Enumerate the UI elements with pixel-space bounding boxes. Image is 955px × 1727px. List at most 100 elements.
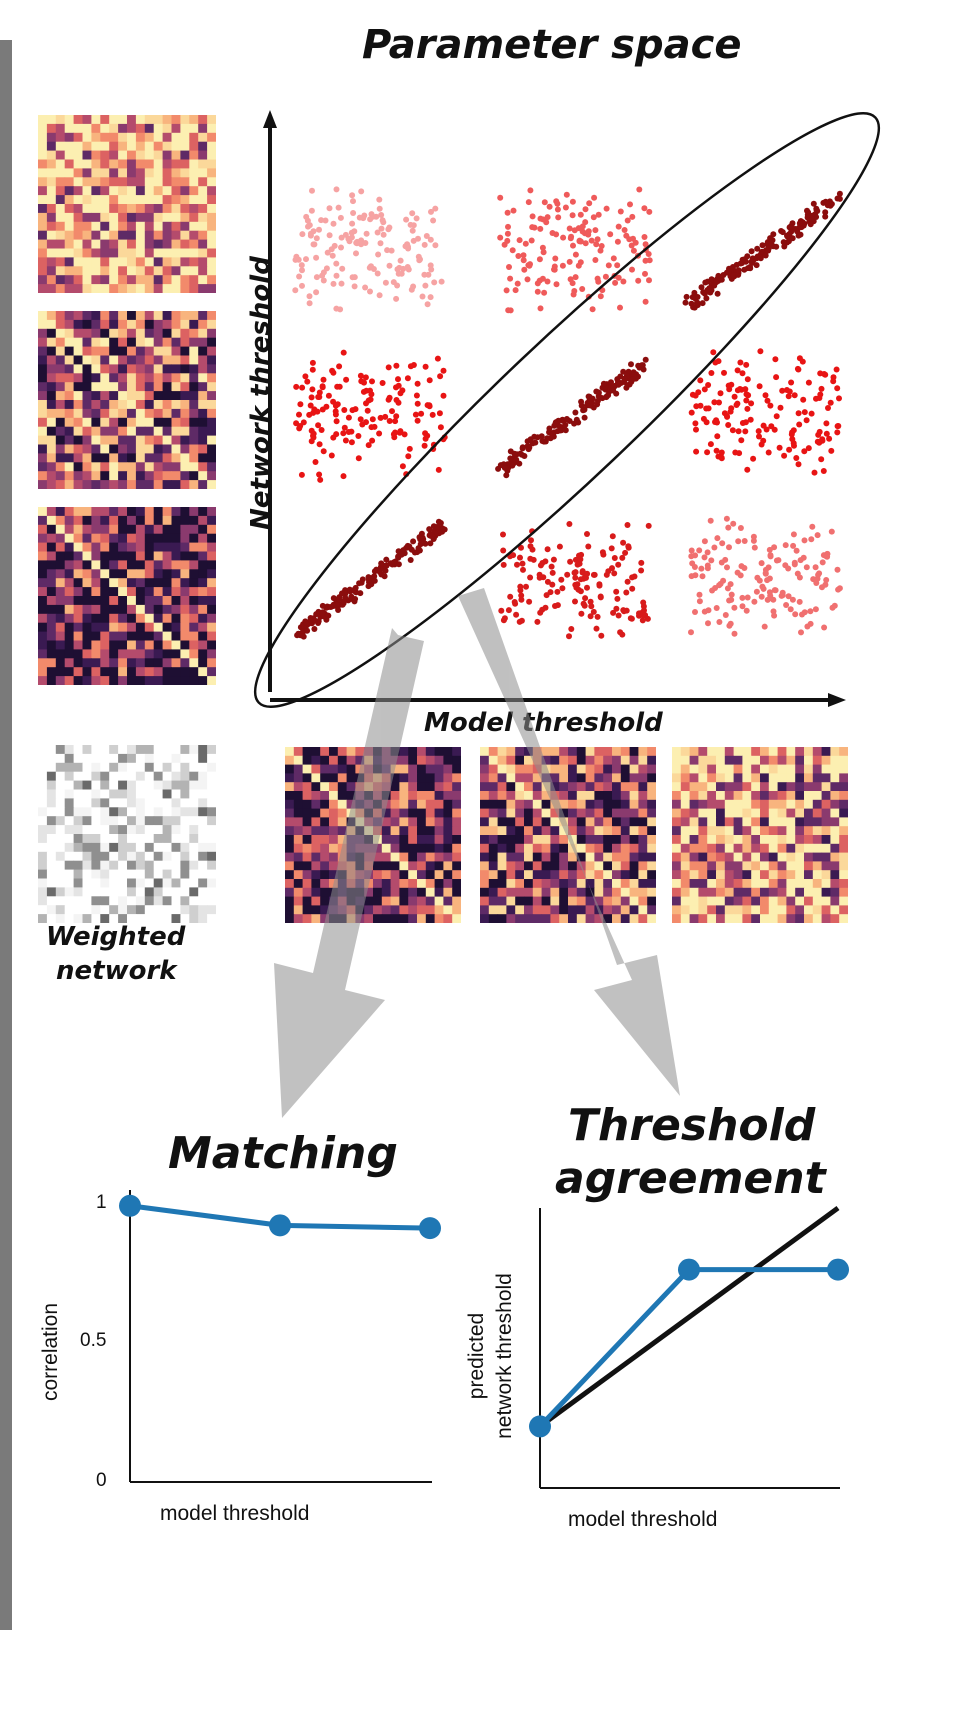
matrix-cell: [109, 284, 119, 293]
matrix-cell: [320, 764, 330, 774]
matrix-cell: [73, 869, 83, 879]
matrix-cell: [46, 177, 57, 187]
scatter-point: [608, 379, 614, 386]
scatter-point: [588, 603, 595, 610]
matrix-cell: [180, 480, 190, 489]
matrix-cell: [118, 834, 128, 844]
matrix-cell: [180, 230, 190, 241]
matrix-cell: [180, 745, 190, 755]
scatter-point: [823, 577, 830, 583]
scatter-point: [383, 556, 390, 563]
scatter-point: [629, 213, 636, 220]
scatter-point: [568, 626, 575, 632]
matrix-cell: [742, 773, 752, 783]
matrix-cell: [515, 887, 525, 898]
matrix-cell: [189, 115, 199, 125]
matrix-cell: [180, 311, 190, 321]
threshold-point: [678, 1258, 700, 1281]
matrix-cell: [585, 914, 595, 923]
matrix-cell: [515, 843, 525, 854]
matrix-cell: [189, 141, 199, 152]
matrix-cell: [198, 382, 208, 392]
scatter-point: [432, 205, 439, 212]
scatter-point: [410, 237, 417, 244]
matrix-cell: [399, 799, 409, 810]
matrix-cell: [830, 764, 840, 774]
matrix-cell: [198, 524, 208, 535]
matrix-cell: [109, 569, 119, 579]
matrix-cell: [82, 284, 92, 293]
matrix-cell: [64, 587, 75, 597]
matrix-cell: [153, 444, 164, 454]
matrix-cell: [100, 453, 110, 463]
matrix-cell: [189, 462, 199, 472]
matrix-cell: [760, 914, 770, 923]
matrix-cell: [293, 835, 304, 845]
matrix-cell: [189, 667, 199, 677]
matrix-cell: [629, 887, 639, 898]
matrix-cell: [189, 186, 199, 196]
matrix-cell: [73, 444, 83, 454]
matrix-cell: [180, 373, 190, 383]
scatter-point: [427, 236, 434, 243]
matrix-cell: [629, 755, 639, 766]
matrix-cell: [135, 382, 146, 392]
matrix-cell: [189, 337, 199, 348]
matrix-cell: [603, 747, 613, 757]
scatter-point: [756, 577, 763, 584]
matrix-cell: [91, 578, 101, 588]
scatter-point: [308, 394, 315, 401]
scatter-point: [315, 394, 322, 400]
matrix-cell: [64, 789, 75, 799]
matrix-cell: [425, 799, 436, 810]
matrix-cell: [594, 914, 604, 923]
matrix-cell: [162, 878, 172, 888]
matrix-cell: [198, 578, 208, 588]
matrix-cell: [38, 168, 48, 178]
matrix-cell: [135, 346, 146, 356]
matrix-cell: [144, 400, 155, 410]
scatter-point: [572, 409, 579, 416]
matrix-cell: [198, 676, 208, 685]
matrix-cell: [550, 808, 560, 818]
matrix-cell: [830, 835, 840, 845]
scatter-point: [715, 358, 722, 365]
matrix-cell: [55, 905, 66, 915]
scatter-point: [704, 449, 711, 456]
matrix-cell: [497, 843, 507, 854]
scatter-point: [326, 232, 333, 239]
scatter-point: [738, 563, 745, 570]
scatter-point: [335, 596, 342, 603]
matrix-cell: [576, 870, 587, 880]
matrix-cell: [689, 896, 699, 906]
scatter-point: [836, 195, 843, 202]
scatter-point: [607, 231, 614, 238]
matrix-cell: [707, 817, 717, 827]
matrix-cell: [82, 444, 92, 454]
matrix-cell: [576, 747, 587, 757]
matrix-cell: [724, 843, 735, 854]
scatter-point: [386, 418, 393, 424]
matrix-cell: [46, 542, 57, 552]
scatter-point: [720, 577, 727, 584]
matrix-cell: [91, 551, 101, 561]
scatter-point: [313, 274, 320, 281]
matrix-cell: [381, 826, 392, 836]
scatter-point: [593, 388, 600, 395]
matrix-cell: [144, 212, 155, 223]
matrix-cell: [733, 870, 743, 880]
matrix-cell: [452, 782, 461, 792]
matrix-cell: [135, 462, 146, 472]
matrix-cell: [109, 141, 119, 152]
matrix-cell: [118, 266, 128, 276]
matrix-cell: [329, 782, 339, 792]
matrix-cell: [180, 115, 190, 125]
scatter-point: [330, 220, 337, 227]
matrix-cell: [381, 896, 392, 906]
matrix-cell: [118, 453, 128, 463]
matrix-cell: [452, 896, 461, 906]
matrix-cell: [109, 471, 119, 481]
scatter-point: [369, 437, 376, 444]
